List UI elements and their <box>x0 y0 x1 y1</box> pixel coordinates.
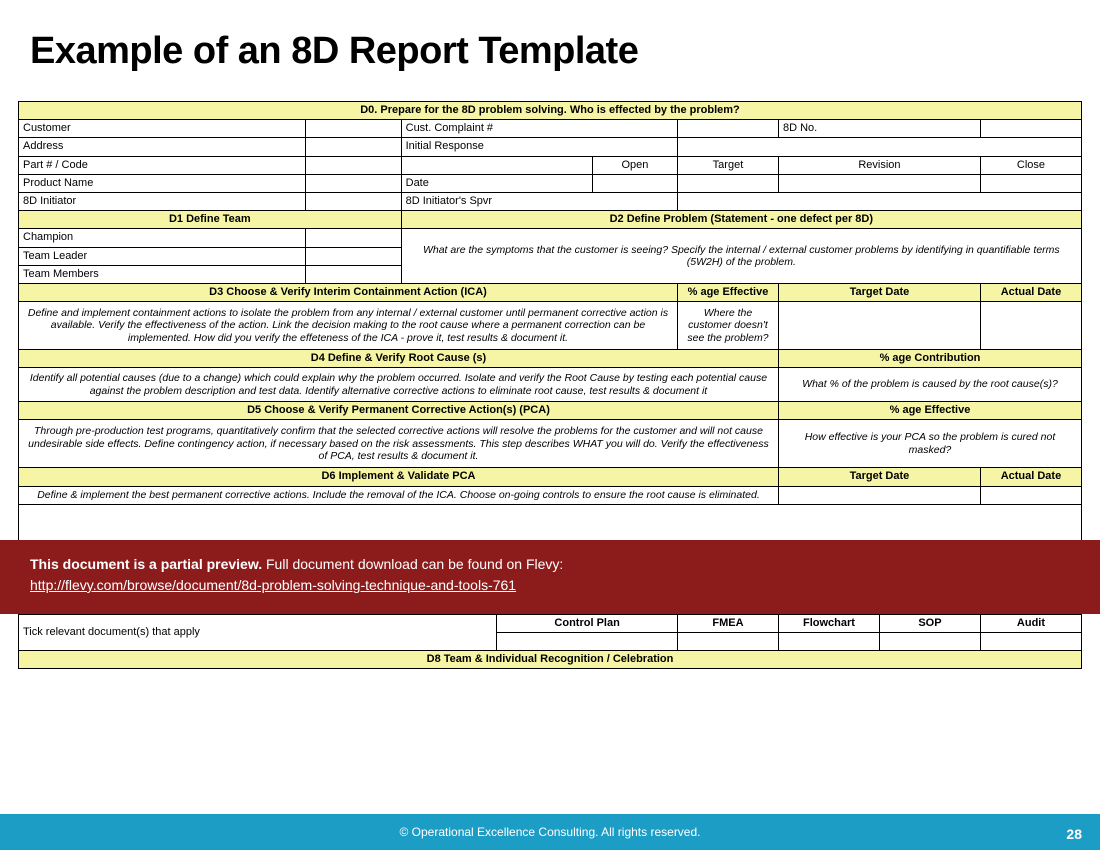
label-sop: SOP <box>879 614 980 632</box>
d5-header: D5 Choose & Verify Permanent Corrective … <box>19 402 779 420</box>
d4-pct-contribution: % age Contribution <box>778 350 1081 368</box>
label-customer: Customer <box>19 120 306 138</box>
d5-description: Through pre-production test programs, qu… <box>19 420 779 468</box>
label-initiator: 8D Initiator <box>19 192 306 210</box>
d3-actual-date: Actual Date <box>980 283 1081 301</box>
slide-title: Example of an 8D Report Template <box>0 0 1100 73</box>
d2-description: What are the symptoms that the customer … <box>401 229 1081 284</box>
preview-banner: This document is a partial preview. Full… <box>0 540 1100 614</box>
d6-description: Define & implement the best permanent co… <box>19 486 779 504</box>
d4-description: Identify all potential causes (due to a … <box>19 368 779 402</box>
d1-header: D1 Define Team <box>19 211 402 229</box>
label-tick-docs: Tick relevant document(s) that apply <box>19 614 497 650</box>
label-initial-response: Initial Response <box>401 138 677 156</box>
d6-target-date: Target Date <box>778 468 980 486</box>
d4-header: D4 Define & Verify Root Cause (s) <box>19 350 779 368</box>
d4-right-desc: What % of the problem is caused by the r… <box>778 368 1081 402</box>
label-date: Date <box>401 174 592 192</box>
slide-footer: © Operational Excellence Consulting. All… <box>0 814 1100 850</box>
label-address: Address <box>19 138 306 156</box>
label-control-plan: Control Plan <box>497 614 678 632</box>
label-product-name: Product Name <box>19 174 306 192</box>
label-part-code: Part # / Code <box>19 156 306 174</box>
d0-header: D0. Prepare for the 8D problem solving. … <box>19 102 1082 120</box>
d3-description: Define and implement containment actions… <box>19 302 678 350</box>
d3-target-date: Target Date <box>778 283 980 301</box>
label-initiator-spvr: 8D Initiator's Spvr <box>401 192 677 210</box>
label-champion: Champion <box>19 229 306 247</box>
label-complaint: Cust. Complaint # <box>401 120 677 138</box>
page-number: 28 <box>1066 826 1082 842</box>
banner-bold-text: This document is a partial preview. <box>30 556 262 572</box>
label-target: Target <box>677 156 778 174</box>
d3-where: Where the customer doesn't see the probl… <box>677 302 778 350</box>
label-revision: Revision <box>778 156 980 174</box>
d2-header: D2 Define Problem (Statement - one defec… <box>401 211 1081 229</box>
label-open: Open <box>592 156 677 174</box>
d3-header: D3 Choose & Verify Interim Containment A… <box>19 283 678 301</box>
label-fmea: FMEA <box>677 614 778 632</box>
d6-actual-date: Actual Date <box>980 468 1081 486</box>
d5-pct-effective: % age Effective <box>778 402 1081 420</box>
label-close: Close <box>980 156 1081 174</box>
d8-header: D8 Team & Individual Recognition / Celeb… <box>19 651 1082 669</box>
d5-right-desc: How effective is your PCA so the problem… <box>778 420 1081 468</box>
d6-header: D6 Implement & Validate PCA <box>19 468 779 486</box>
footer-copyright: © Operational Excellence Consulting. All… <box>400 825 701 839</box>
label-audit: Audit <box>980 614 1081 632</box>
banner-rest-text: Full document download can be found on F… <box>262 556 563 572</box>
label-flowchart: Flowchart <box>778 614 879 632</box>
label-team-leader: Team Leader <box>19 247 306 265</box>
label-8dno: 8D No. <box>778 120 980 138</box>
d3-pct-effective: % age Effective <box>677 283 778 301</box>
banner-link[interactable]: http://flevy.com/browse/document/8d-prob… <box>30 577 516 593</box>
label-team-members: Team Members <box>19 265 306 283</box>
